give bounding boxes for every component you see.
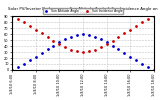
Sun Incidence Angle (23, 22, 25, 23)
Sun Altitude Angle (117, 48, 119, 50)
Sun Altitude Angle (129, 56, 131, 57)
Sun Incidence Angle (141, 22, 143, 23)
Sun Incidence Angle (52, 40, 54, 41)
Title: Solar PV/Inverter Performance  Sun Altitude Angle & Sun Incidence Angle on PV Pa: Solar PV/Inverter Performance Sun Altitu… (8, 7, 158, 15)
Sun Incidence Angle (94, 49, 96, 50)
Sun Altitude Angle (147, 66, 149, 68)
Sun Incidence Angle (129, 29, 131, 30)
Sun Altitude Angle (112, 45, 113, 46)
Sun Altitude Angle (100, 38, 102, 40)
Sun Altitude Angle (64, 38, 66, 40)
Sun Altitude Angle (153, 69, 155, 70)
Sun Incidence Angle (35, 29, 37, 30)
Sun Altitude Angle (82, 34, 84, 35)
Sun Altitude Angle (35, 56, 37, 57)
Sun Altitude Angle (52, 45, 54, 46)
Sun Altitude Angle (123, 53, 125, 54)
Sun Altitude Angle (11, 69, 13, 70)
Sun Altitude Angle (76, 34, 78, 36)
Sun Incidence Angle (17, 19, 19, 20)
Sun Incidence Angle (153, 16, 155, 17)
Sun Incidence Angle (41, 32, 43, 34)
Sun Incidence Angle (106, 44, 108, 45)
Sun Altitude Angle (106, 41, 108, 43)
Sun Incidence Angle (47, 37, 48, 38)
Sun Incidence Angle (112, 40, 113, 41)
Sun Altitude Angle (70, 36, 72, 37)
Line: Sun Altitude Angle: Sun Altitude Angle (11, 33, 155, 71)
Sun Altitude Angle (17, 66, 19, 68)
Sun Incidence Angle (82, 52, 84, 53)
Sun Altitude Angle (23, 63, 25, 64)
Sun Altitude Angle (47, 48, 48, 50)
Sun Altitude Angle (88, 34, 90, 36)
Sun Incidence Angle (100, 47, 102, 48)
Sun Altitude Angle (94, 36, 96, 37)
Sun Incidence Angle (11, 16, 13, 17)
Sun Incidence Angle (58, 44, 60, 45)
Sun Incidence Angle (64, 47, 66, 48)
Sun Incidence Angle (70, 49, 72, 50)
Sun Incidence Angle (29, 25, 31, 27)
Sun Incidence Angle (117, 37, 119, 38)
Sun Incidence Angle (88, 51, 90, 52)
Sun Altitude Angle (29, 60, 31, 61)
Sun Altitude Angle (135, 60, 137, 61)
Sun Incidence Angle (135, 25, 137, 27)
Sun Incidence Angle (147, 19, 149, 20)
Sun Altitude Angle (58, 41, 60, 43)
Line: Sun Incidence Angle: Sun Incidence Angle (11, 15, 155, 54)
Sun Incidence Angle (76, 51, 78, 52)
Legend: Sun Altitude Angle, Sun Incidence Angle: Sun Altitude Angle, Sun Incidence Angle (43, 8, 123, 14)
Sun Altitude Angle (141, 63, 143, 64)
Sun Incidence Angle (123, 32, 125, 34)
Sun Altitude Angle (41, 53, 43, 54)
